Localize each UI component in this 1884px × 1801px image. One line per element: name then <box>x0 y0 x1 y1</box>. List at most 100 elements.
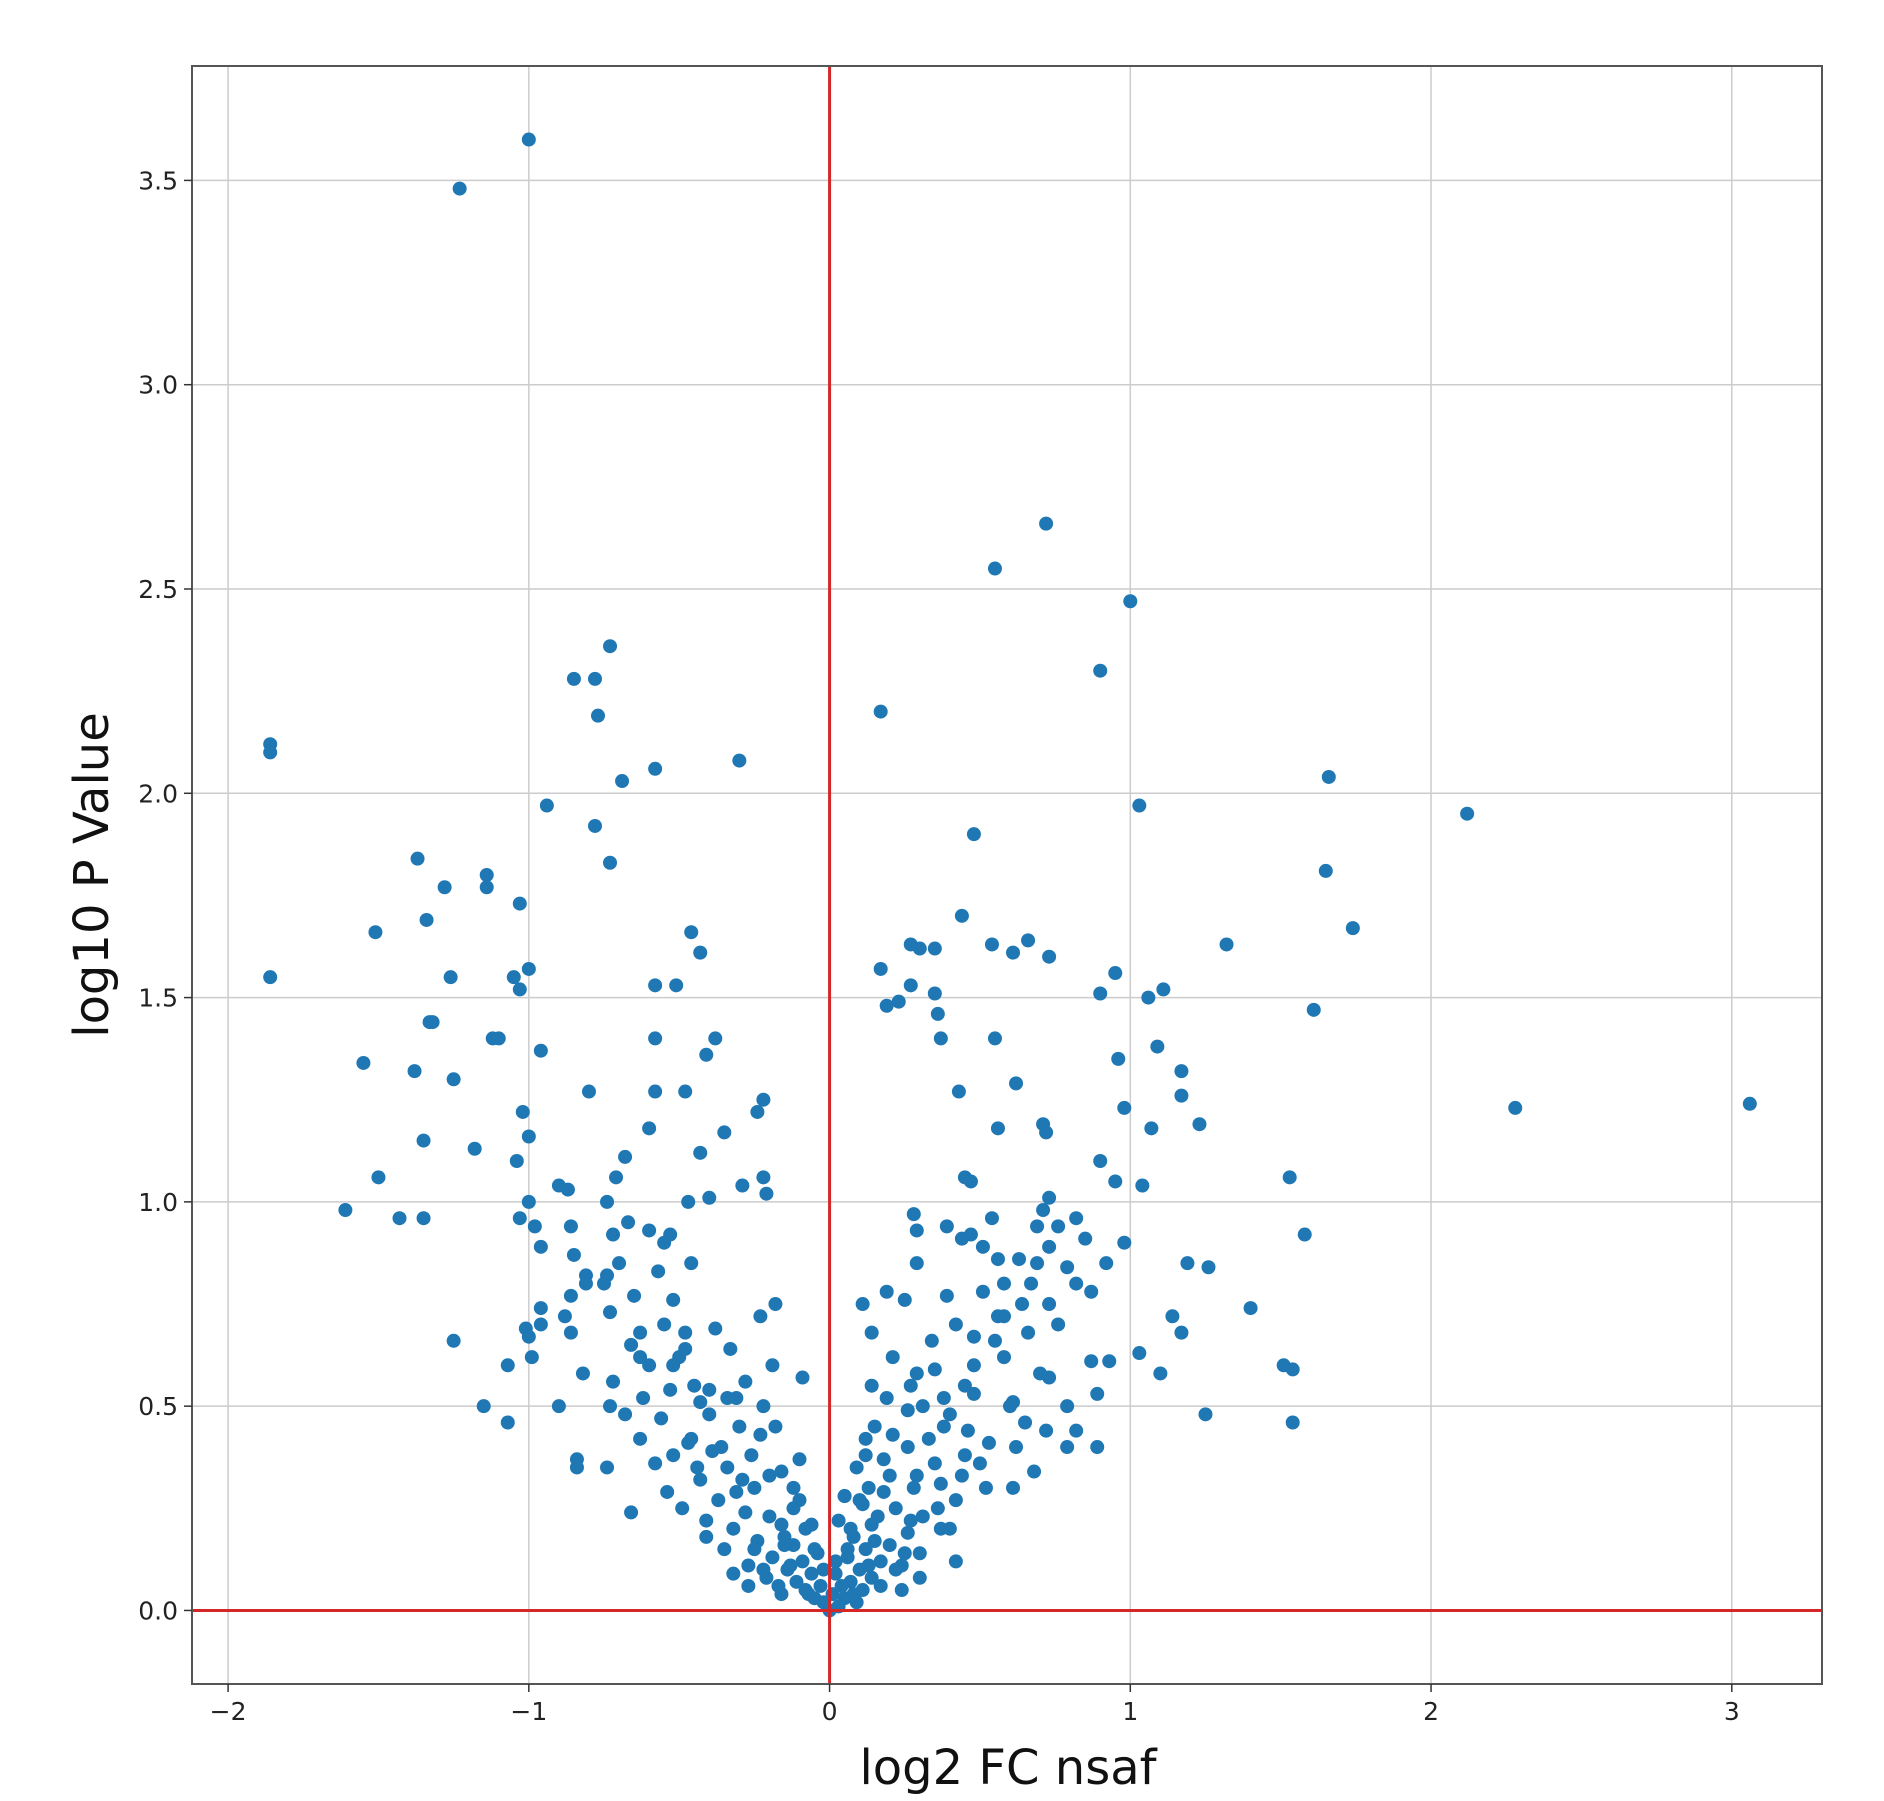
data-point <box>575 1366 590 1381</box>
data-point <box>1174 1088 1189 1103</box>
data-point <box>909 1366 924 1381</box>
y-tick-label: 0.5 <box>138 1392 178 1421</box>
data-point <box>852 1493 867 1508</box>
data-point <box>1180 1256 1195 1271</box>
data-point <box>618 1149 633 1164</box>
data-point <box>1018 1415 1033 1430</box>
data-point <box>801 1587 816 1602</box>
data-point <box>957 1448 972 1463</box>
data-point <box>672 1350 687 1365</box>
data-point <box>897 1292 912 1307</box>
data-point <box>831 1513 846 1528</box>
data-point <box>843 1521 858 1536</box>
data-point <box>741 1578 756 1593</box>
data-point <box>762 1509 777 1524</box>
data-point <box>864 1570 879 1585</box>
data-point <box>633 1350 648 1365</box>
y-tick-label: 1.5 <box>138 984 178 1013</box>
data-point <box>900 1440 915 1455</box>
x-axis-title: log2 FC nsaf <box>859 1740 1157 1796</box>
data-point <box>861 1480 876 1495</box>
data-point <box>1069 1276 1084 1291</box>
y-tick-label: 3.5 <box>138 166 178 195</box>
data-point <box>867 1419 882 1434</box>
data-point <box>563 1325 578 1340</box>
data-point <box>521 1329 536 1344</box>
data-point <box>693 1145 708 1160</box>
data-point <box>966 827 981 842</box>
data-point <box>873 704 888 719</box>
data-point <box>657 1317 672 1332</box>
data-point <box>1051 1219 1066 1234</box>
data-point <box>900 1403 915 1418</box>
data-point <box>978 1480 993 1495</box>
data-point <box>446 1072 461 1087</box>
data-point <box>1078 1231 1093 1246</box>
data-point <box>816 1562 831 1577</box>
data-point <box>621 1215 636 1230</box>
data-point <box>849 1460 864 1475</box>
data-point <box>642 1358 657 1373</box>
data-point <box>560 1182 575 1197</box>
data-point <box>933 1031 948 1046</box>
data-point <box>966 1358 981 1373</box>
x-tick-label: 2 <box>1423 1697 1439 1726</box>
data-point <box>909 1256 924 1271</box>
data-point <box>1039 516 1054 531</box>
data-point <box>771 1578 786 1593</box>
data-point <box>729 1484 744 1499</box>
data-point <box>479 880 494 895</box>
data-point <box>651 1264 666 1279</box>
data-point <box>1198 1407 1213 1422</box>
data-point <box>338 1203 353 1218</box>
data-point <box>1015 1297 1030 1312</box>
data-point <box>371 1170 386 1185</box>
data-point <box>521 1129 536 1144</box>
data-point <box>756 1092 771 1107</box>
data-point <box>1009 1440 1024 1455</box>
data-point <box>566 1247 581 1262</box>
data-point <box>756 1170 771 1185</box>
data-point <box>648 1031 663 1046</box>
data-point <box>786 1501 801 1516</box>
data-point <box>1201 1260 1216 1275</box>
data-point <box>1036 1203 1051 1218</box>
data-point <box>606 1227 621 1242</box>
data-point <box>954 1231 969 1246</box>
data-point <box>675 1501 690 1516</box>
data-point <box>633 1325 648 1340</box>
data-point <box>948 1554 963 1569</box>
data-point <box>660 1484 675 1499</box>
data-point <box>1156 982 1171 997</box>
data-point <box>1150 1039 1165 1054</box>
data-point <box>951 1084 966 1099</box>
data-point <box>1006 1480 1021 1495</box>
data-point <box>1111 1051 1126 1066</box>
y-tick-label: 3.0 <box>138 371 178 400</box>
data-point <box>1093 663 1108 678</box>
data-point <box>1135 1178 1150 1193</box>
data-point <box>987 1333 1002 1348</box>
data-point <box>1069 1423 1084 1438</box>
data-point <box>840 1542 855 1557</box>
data-point <box>990 1121 1005 1136</box>
data-point <box>1108 1174 1123 1189</box>
data-point <box>912 1570 927 1585</box>
data-point <box>729 1390 744 1405</box>
data-point <box>512 982 527 997</box>
data-point <box>804 1566 819 1581</box>
data-point <box>1039 1423 1054 1438</box>
data-point <box>1033 1366 1048 1381</box>
data-point <box>539 798 554 813</box>
data-point <box>960 1423 975 1438</box>
data-point <box>587 671 602 686</box>
data-point <box>1042 949 1057 964</box>
data-point <box>987 561 1002 576</box>
data-point <box>603 1399 618 1414</box>
data-point <box>603 639 618 654</box>
data-point <box>500 1358 515 1373</box>
data-point <box>392 1211 407 1226</box>
data-point <box>738 1374 753 1389</box>
